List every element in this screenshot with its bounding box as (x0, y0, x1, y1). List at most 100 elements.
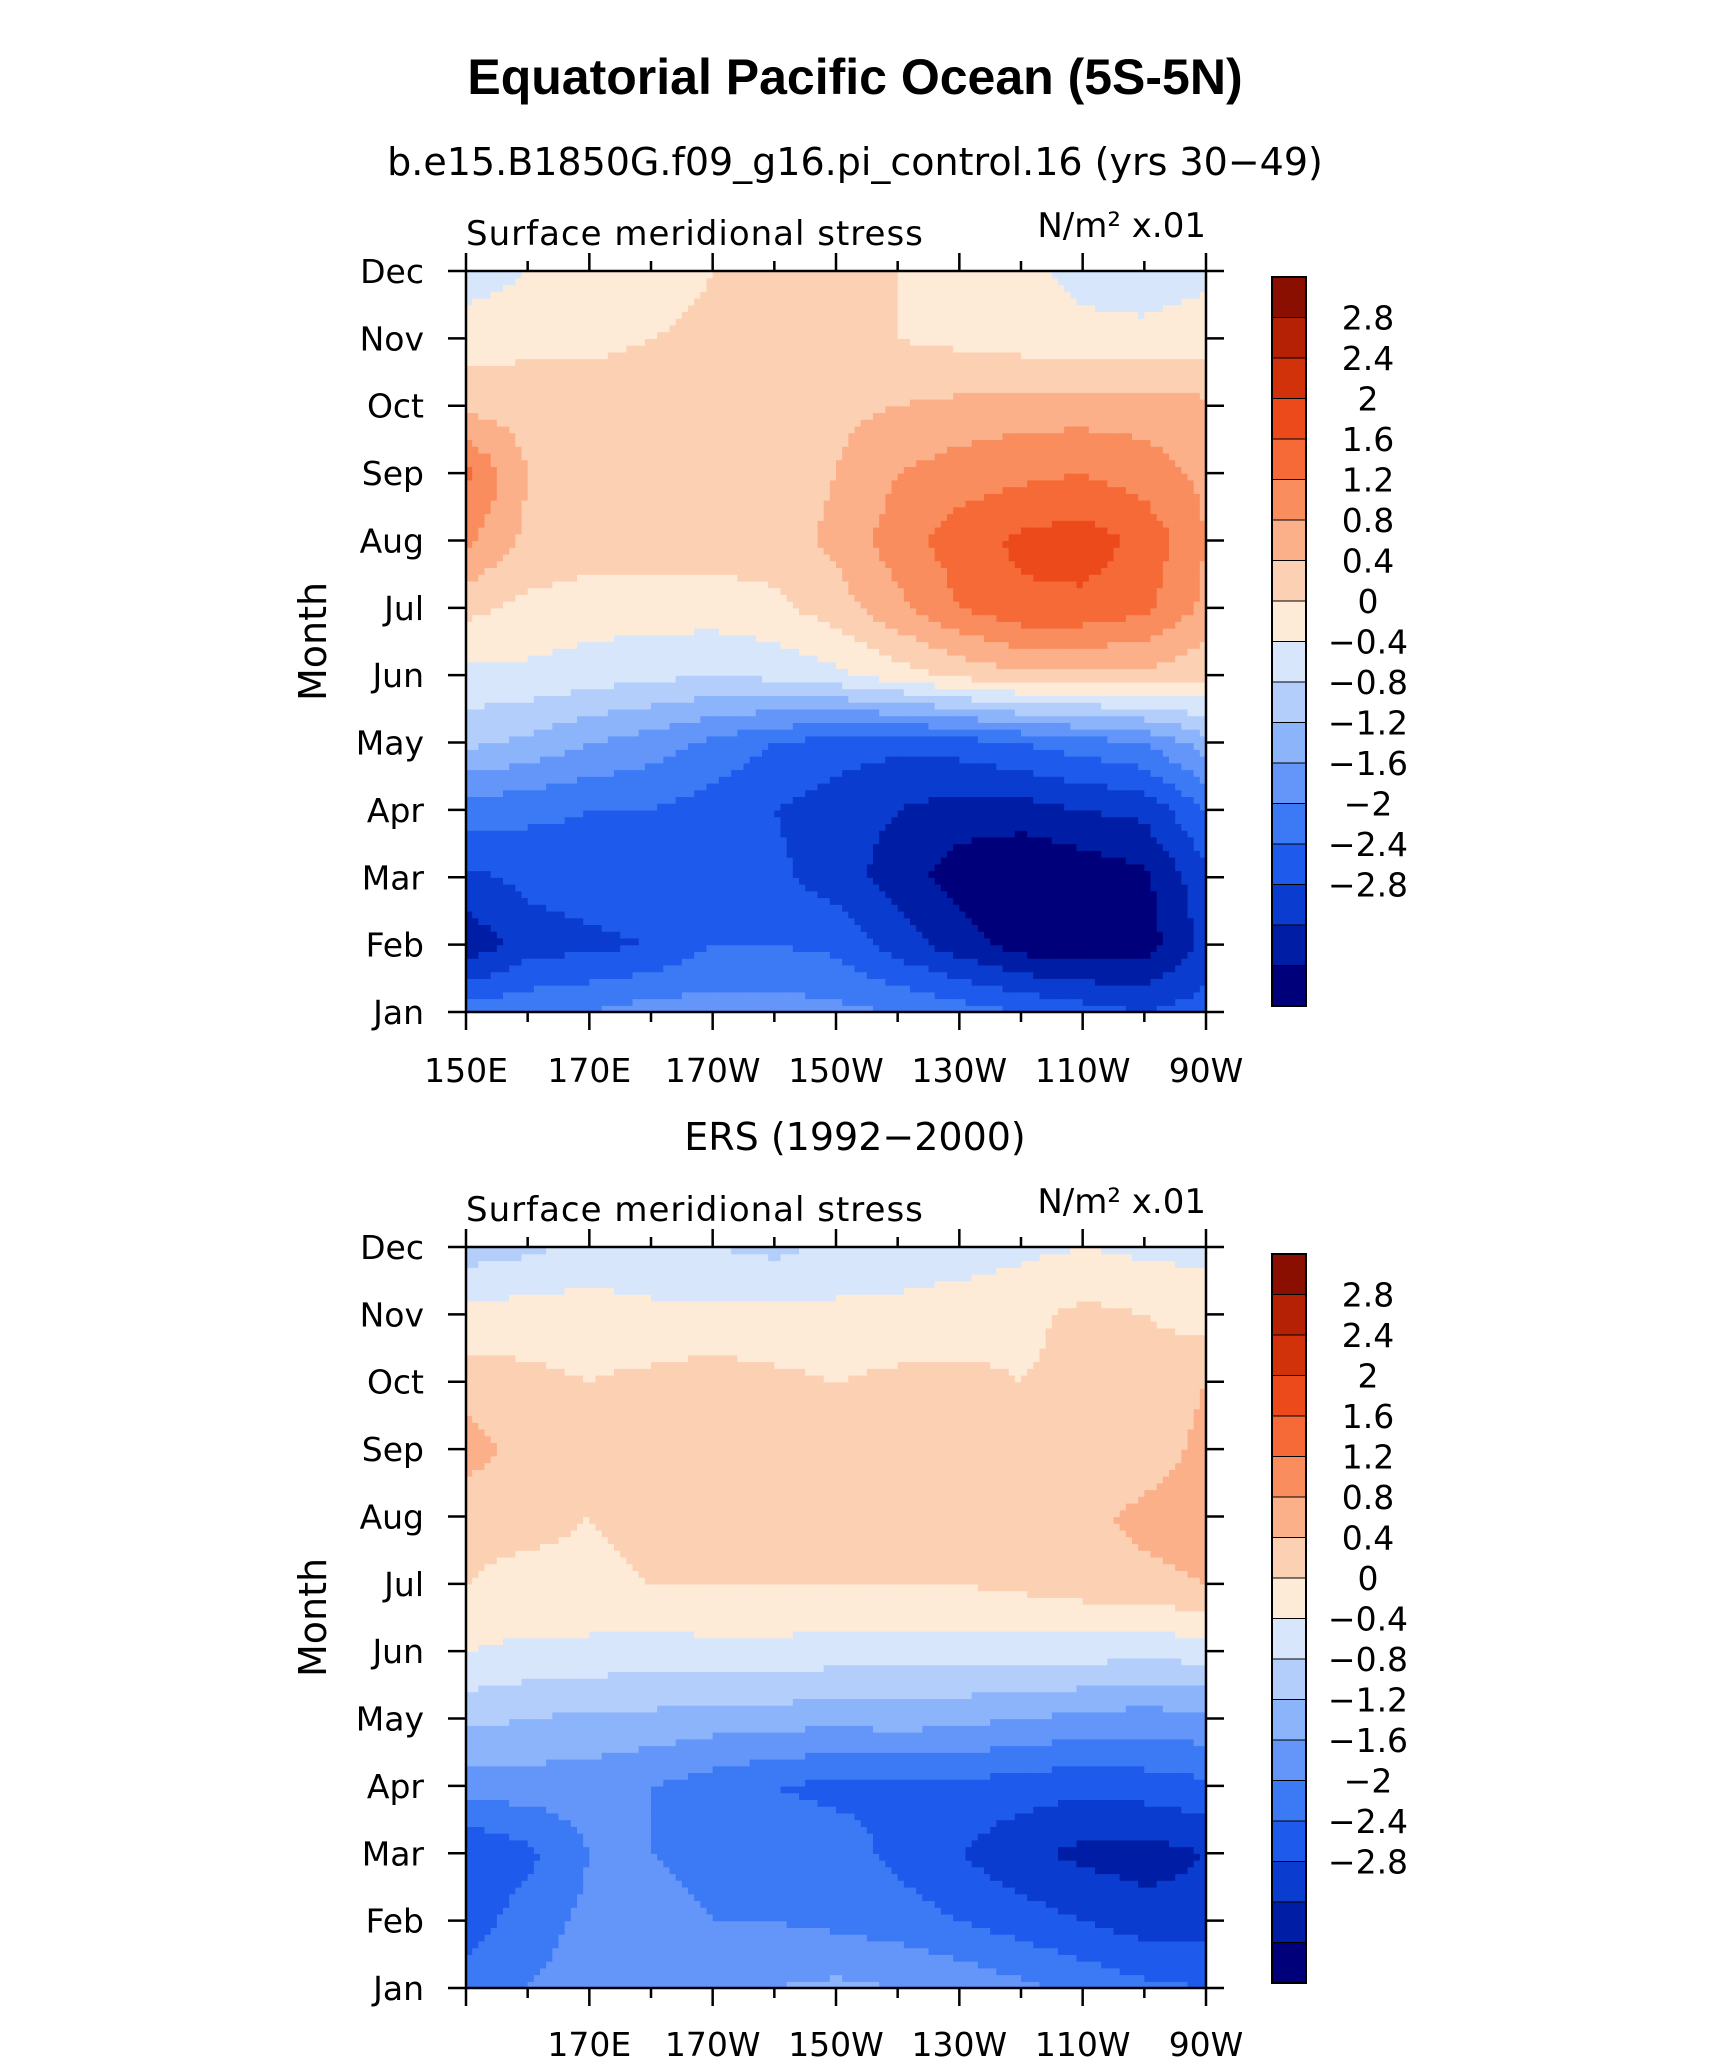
heatmap-cell (558, 836, 566, 845)
heatmap-cell (1076, 823, 1084, 831)
heatmap-cell (1070, 877, 1078, 885)
heatmap-cell (1027, 742, 1034, 750)
heatmap-cell (959, 924, 967, 932)
heatmap-cell (762, 823, 769, 831)
heatmap-cell (836, 870, 843, 878)
heatmap-cell (990, 816, 997, 824)
heatmap-cell (1014, 735, 1022, 744)
heatmap-cell (1070, 937, 1078, 946)
heatmap-cell (1113, 776, 1121, 784)
heatmap-cell (817, 735, 825, 744)
heatmap-cell (1162, 863, 1170, 872)
heatmap-cell (657, 729, 664, 737)
heatmap-cell (1021, 978, 1028, 986)
heatmap-cell (1076, 769, 1084, 777)
heatmap-cell (1058, 951, 1065, 959)
heatmap-cell (792, 910, 800, 919)
heatmap-cell (984, 931, 991, 939)
heatmap-cell (706, 884, 714, 892)
heatmap-cell (595, 931, 603, 939)
heatmap-cell (484, 897, 492, 905)
heatmap-cell (971, 870, 979, 878)
heatmap-cell (570, 796, 578, 804)
heatmap-cell (533, 884, 541, 892)
heatmap-cell (1132, 776, 1139, 784)
heatmap-cell (558, 1005, 566, 1012)
heatmap-cell (1051, 971, 1059, 979)
heatmap-cell (1064, 809, 1071, 818)
heatmap-cell (1064, 776, 1071, 784)
heatmap-cell (657, 749, 664, 757)
heatmap-cell (1033, 796, 1041, 804)
heatmap-cell (928, 964, 936, 973)
heatmap-cell (947, 762, 954, 771)
heatmap-cell (644, 850, 652, 858)
heatmap-cell (466, 830, 473, 838)
heatmap-cell (509, 964, 516, 973)
heatmap-cell (805, 904, 812, 912)
heatmap-cell (768, 857, 775, 865)
heatmap-cell (570, 769, 578, 777)
heatmap-cell (632, 749, 640, 757)
heatmap-cell (1162, 910, 1170, 919)
heatmap-cell (903, 809, 911, 818)
heatmap-cell (1156, 843, 1164, 851)
heatmap-cell (1070, 850, 1078, 858)
heatmap-cell (848, 803, 856, 811)
heatmap-cell (922, 796, 930, 804)
heatmap-cell (651, 762, 658, 771)
heatmap-cell (694, 843, 701, 851)
heatmap-cell (1193, 776, 1201, 784)
heatmap-cell (546, 884, 553, 892)
heatmap-cell (688, 1005, 695, 1012)
heatmap-cell (786, 931, 794, 939)
heatmap-cell (805, 870, 812, 878)
heatmap-cell (1132, 782, 1139, 791)
heatmap-cell (484, 796, 492, 804)
heatmap-cell (1039, 850, 1047, 858)
heatmap-cell (786, 769, 794, 777)
heatmap-cell (743, 890, 751, 899)
heatmap-cell (570, 877, 578, 885)
heatmap-cell (928, 823, 936, 831)
heatmap-cell (503, 796, 510, 804)
heatmap-cell (780, 931, 788, 939)
heatmap-cell (558, 958, 566, 966)
heatmap-cell (965, 816, 973, 824)
heatmap-cell (910, 729, 917, 737)
heatmap-cell (718, 843, 726, 851)
heatmap-cell (940, 836, 948, 845)
heatmap-cell (916, 897, 923, 905)
heatmap-cell (860, 836, 868, 845)
heatmap-cell (916, 904, 923, 912)
heatmap-cell (842, 958, 849, 966)
heatmap-cell (1002, 830, 1010, 838)
heatmap-cell (1169, 789, 1176, 798)
heatmap-cell (515, 863, 523, 872)
heatmap-cell (718, 762, 726, 771)
heatmap-cell (632, 951, 640, 959)
heatmap-cell (509, 870, 516, 878)
heatmap-cell (552, 749, 560, 757)
heatmap-cell (1181, 749, 1189, 757)
heatmap-cell (521, 836, 529, 845)
heatmap-cell (805, 816, 812, 824)
heatmap-cell (607, 870, 615, 878)
heatmap-cell (922, 803, 930, 811)
heatmap-cell (762, 877, 769, 885)
heatmap-cell (866, 756, 874, 764)
heatmap-cell (669, 756, 677, 764)
heatmap-cell (700, 836, 708, 845)
heatmap-cell (595, 735, 603, 744)
heatmap-cell (897, 910, 905, 919)
heatmap-cell (657, 937, 664, 946)
heatmap-cell (577, 796, 584, 804)
heatmap-cell (509, 769, 516, 777)
heatmap-cell (700, 816, 708, 824)
heatmap-cell (681, 729, 689, 737)
heatmap-cell (1181, 769, 1189, 777)
heatmap-cell (934, 850, 942, 858)
heatmap-cell (953, 897, 960, 905)
heatmap-cell (681, 978, 689, 986)
heatmap-cell (1187, 809, 1195, 818)
